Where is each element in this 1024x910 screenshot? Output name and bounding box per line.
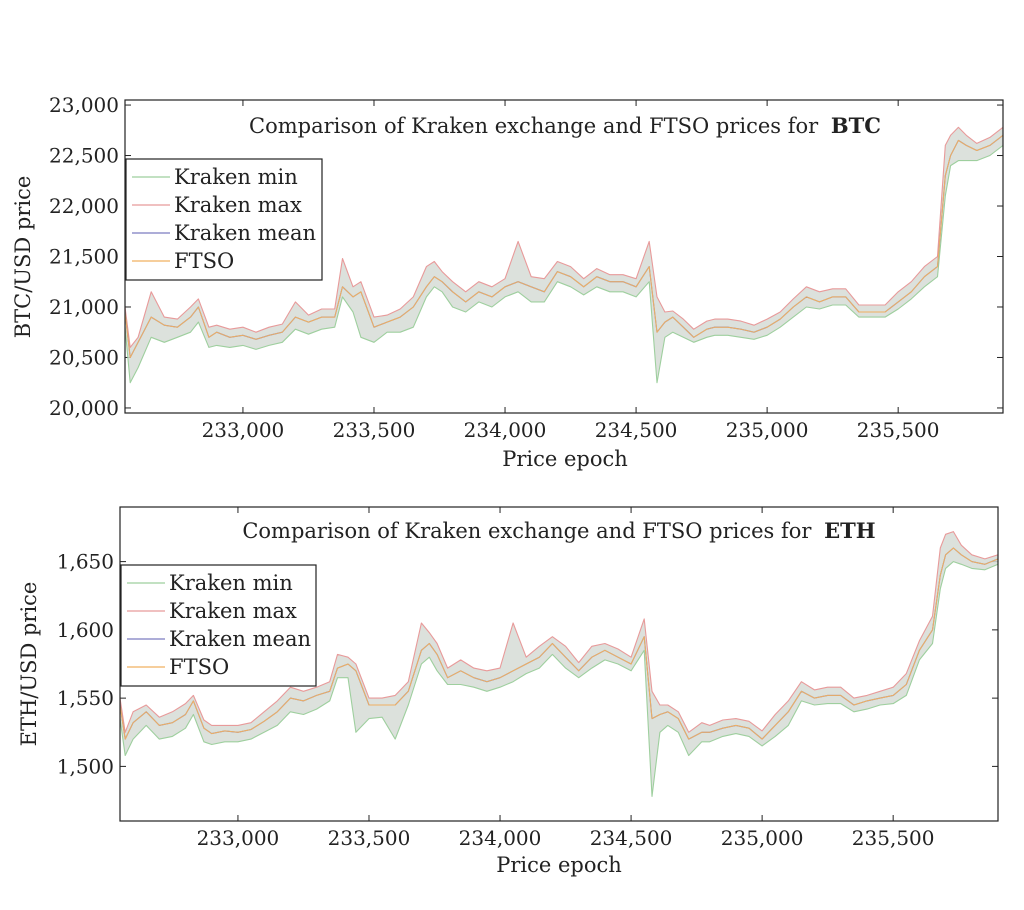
btc-legend-label-max: Kraken max [174,193,302,217]
btc-x-tick-label: 233,500 [333,418,416,442]
btc-title-prefix: Comparison of Kraken exchange and FTSO p… [249,114,819,138]
eth-series-ftso [120,547,998,740]
eth-chart-panel: Comparison of Kraken exchange and FTSO p… [17,506,999,877]
eth-x-tick-label: 235,000 [721,826,804,850]
eth-y-tick-label: 1,650 [57,550,114,574]
eth-legend-box [120,564,317,687]
btc-x-tick-label: 234,000 [464,418,547,442]
eth-x-tick-label: 234,500 [590,826,673,850]
btc-chart-title: Comparison of Kraken exchange and FTSO p… [249,113,881,138]
btc-legend-label-min: Kraken min [174,165,298,189]
btc-y-axis-label: BTC/USD price [11,176,35,339]
btc-y-tick-label: 23,000 [49,93,119,117]
eth-legend-label-max: Kraken max [169,599,297,623]
eth-y-axis-label: ETH/USD price [17,582,41,747]
eth-legend-label-min: Kraken min [169,571,293,595]
eth-legend-label-mean: Kraken mean [169,627,311,651]
eth-series-kraken-min [120,561,998,797]
btc-x-axis-label: Price epoch [502,447,628,471]
btc-y-tick-label: 20,500 [49,345,119,369]
btc-series-kraken-min [125,144,1003,384]
btc-min-max-band [125,127,1003,383]
eth-title-asset: ETH [824,518,875,543]
eth-legend: Kraken min Kraken max Kraken mean FTSO [120,564,317,687]
eth-title-prefix: Comparison of Kraken exchange and FTSO p… [242,519,812,543]
btc-plot-area [125,126,1003,384]
eth-chart-title: Comparison of Kraken exchange and FTSO p… [242,518,875,543]
btc-y-tick-label: 20,000 [49,396,119,420]
eth-y-tick-label: 1,600 [57,618,114,642]
btc-y-tick-label: 22,000 [49,194,119,218]
btc-legend-label-mean: Kraken mean [174,221,316,245]
eth-x-axis-label: Price epoch [496,853,622,877]
eth-y-tick-label: 1,500 [57,754,114,778]
btc-x-tick-label: 234,500 [595,418,678,442]
eth-x-tick-label: 233,500 [328,826,411,850]
btc-title-asset: BTC [831,113,881,138]
btc-x-tick-label: 235,500 [857,418,940,442]
btc-y-tick-label: 22,500 [49,144,119,168]
btc-series-ftso [125,134,1003,358]
eth-y-tick-label: 1,550 [57,686,114,710]
eth-series-kraken-max [120,531,998,733]
eth-plot-area [120,531,998,797]
eth-x-tick-label: 235,500 [852,826,935,850]
btc-series-kraken-max [125,126,1003,348]
eth-x-tick-label: 234,000 [459,826,542,850]
eth-x-tick-label: 233,000 [197,826,280,850]
btc-legend-box [125,158,323,281]
btc-y-tick-label: 21,500 [49,245,119,269]
btc-legend: Kraken min Kraken max Kraken mean FTSO [125,158,323,281]
btc-x-tick-label: 235,000 [726,418,809,442]
eth-min-max-band [120,531,998,797]
btc-axes-frame [124,99,1004,414]
eth-legend-label-ftso: FTSO [169,655,229,679]
btc-y-tick-label: 21,000 [49,295,119,319]
btc-legend-label-ftso: FTSO [174,249,234,273]
eth-axes-frame [119,506,999,822]
btc-chart-panel: Comparison of Kraken exchange and FTSO p… [11,93,1004,471]
btc-x-tick-label: 233,000 [202,418,285,442]
